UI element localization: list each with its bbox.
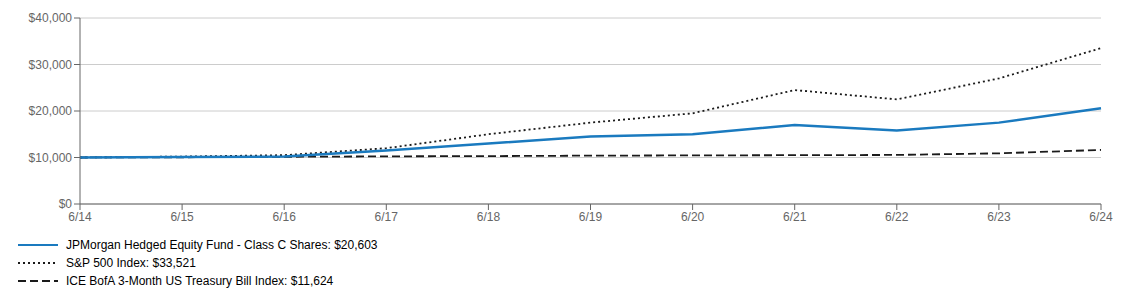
html-text:JPMorgan Hedged Equity Fund -: JPMorgan Hedged Equity Fund - Class C Sh… [66, 238, 378, 252]
svg-text:6/22: 6/22 [885, 210, 909, 224]
svg-text:$10,000: $10,000 [29, 151, 73, 165]
svg-text:6/16: 6/16 [273, 210, 297, 224]
svg-text:6/24: 6/24 [1089, 210, 1113, 224]
svg-text:$30,000: $30,000 [29, 58, 73, 72]
html-text:S&P 500 Index: $33,521: S&P 500 Index: $33,521 [66, 256, 196, 270]
svg-text:6/23: 6/23 [987, 210, 1011, 224]
svg-text:6/17: 6/17 [375, 210, 399, 224]
svg-text:$20,000: $20,000 [29, 104, 73, 118]
svg-text:6/14: 6/14 [68, 210, 92, 224]
svg-text:6/15: 6/15 [170, 210, 194, 224]
svg-text:6/19: 6/19 [579, 210, 603, 224]
html-text:ICE BofA 3-Month US Treasury B: ICE BofA 3-Month US Treasury Bill Index:… [66, 274, 334, 288]
svg-text:$40,000: $40,000 [29, 11, 73, 25]
svg-text:6/20: 6/20 [681, 210, 705, 224]
svg-text:6/18: 6/18 [477, 210, 501, 224]
svg-text:6/21: 6/21 [783, 210, 807, 224]
svg-text:$0: $0 [59, 197, 73, 211]
